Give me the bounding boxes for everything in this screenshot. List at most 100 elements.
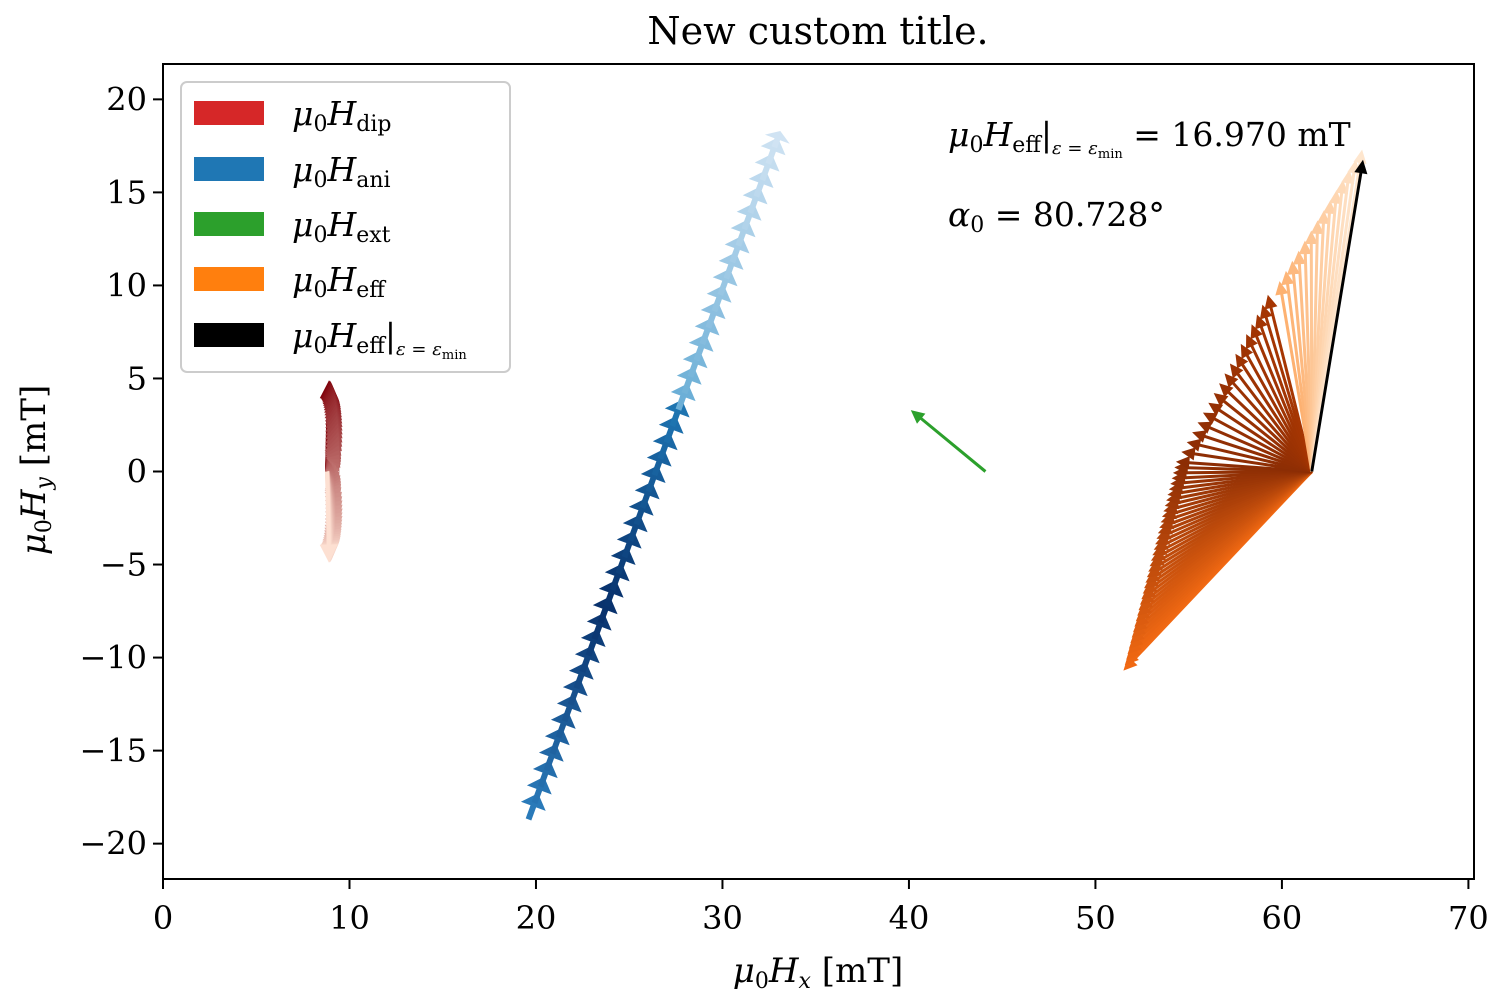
annotation-alpha: α0 = 80.728°	[948, 195, 1165, 238]
eff-arrow	[1208, 402, 1313, 473]
eff-arrow	[1275, 281, 1314, 472]
effmin-arrow	[1310, 159, 1368, 472]
ani-arrow	[562, 678, 588, 706]
y-tick-label: 15	[106, 173, 147, 211]
eff-arrow	[1304, 230, 1318, 472]
eff-arrow	[1264, 294, 1314, 472]
eff-arrow	[1213, 393, 1313, 473]
eff-arrow	[1181, 447, 1312, 473]
ani-arrow	[556, 694, 582, 723]
ani-arrow	[532, 760, 558, 788]
annotation-heff: μ0Heff|ε = εmin = 16.970 mT	[948, 115, 1351, 162]
ani-arrow	[538, 744, 564, 772]
annotation-alpha-value: = 80.728°	[984, 195, 1165, 234]
x-tick-label: 60	[1262, 899, 1303, 937]
eff-arrow	[1175, 456, 1312, 473]
ani-arrow	[730, 219, 756, 247]
legend-swatch-ani	[194, 157, 264, 181]
ani-arrow	[742, 186, 768, 214]
legend-label-eff: μ0Heff	[292, 260, 386, 303]
x-tick-label: 70	[1448, 899, 1489, 937]
ani-arrow	[622, 514, 648, 542]
eff-arrow	[1286, 260, 1314, 472]
ani-arrow	[616, 531, 642, 559]
x-tick-label: 0	[153, 899, 173, 937]
ani-arrow	[700, 301, 726, 329]
eff-arrow	[1192, 430, 1313, 473]
eff-arrow	[1197, 421, 1313, 473]
legend: μ0Hdip μ0Hani μ0Hext μ0Heff μ0Heff|ε = ε…	[180, 81, 511, 373]
dip-arrow	[319, 471, 338, 563]
legend-swatch-eff	[194, 267, 264, 291]
ani-arrow	[628, 498, 654, 526]
ani-arrow	[592, 596, 618, 624]
ani-arrow	[568, 662, 594, 690]
eff-arrow	[1259, 304, 1314, 472]
ext-arrow	[910, 410, 987, 473]
ani-arrow	[664, 399, 690, 428]
y-tick-label: −15	[79, 732, 147, 770]
legend-label-effmin: μ0Heff|ε = εmin	[292, 316, 467, 363]
ani-arrow	[586, 612, 612, 641]
plot-marks	[319, 131, 1368, 821]
eff-arrow	[1171, 470, 1312, 485]
ani-arrow	[764, 131, 790, 149]
legend-label-ani: μ0Hani	[292, 150, 391, 193]
ani-arrow	[688, 334, 714, 362]
ani-arrow	[694, 317, 720, 346]
ani-arrow	[676, 367, 702, 395]
legend-label-dip: μ0Hdip	[292, 94, 391, 137]
ani-arrow	[718, 252, 744, 280]
legend-swatch-ext	[194, 212, 264, 236]
x-tick-label: 20	[516, 899, 557, 937]
x-tick-label: 30	[702, 899, 743, 937]
x-tick-label: 50	[1075, 899, 1116, 937]
ani-arrow	[748, 170, 774, 198]
ani-arrow	[760, 137, 786, 165]
ani-arrow	[754, 153, 780, 182]
eff-arrow	[1170, 470, 1312, 490]
ani-arrow	[610, 547, 636, 575]
y-tick-label: 5	[127, 359, 147, 397]
ani-arrow	[646, 449, 672, 477]
x-tick-label: 10	[329, 899, 370, 937]
ani-arrow	[652, 432, 678, 460]
y-axis: −20 −15 −10 −5 0 5 10 15 20	[79, 80, 163, 863]
ani-arrow	[736, 203, 762, 231]
ani-arrow	[604, 563, 630, 591]
eff-arrow	[1219, 383, 1313, 473]
legend-frame	[180, 81, 511, 373]
ani-arrow	[670, 383, 696, 411]
ani-arrow	[706, 285, 732, 313]
eff-arrow	[1186, 438, 1313, 473]
y-tick-label: −20	[79, 825, 147, 863]
x-tick-label: 40	[889, 899, 930, 937]
legend-swatch-dip	[194, 101, 264, 125]
eff-arrow	[1224, 373, 1313, 473]
y-tick-label: −10	[79, 639, 147, 677]
y-tick-label: 0	[127, 453, 147, 491]
x-axis-label: μ0Hx [mT]	[733, 951, 903, 994]
chart-title: New custom title.	[647, 9, 988, 53]
ani-arrow	[520, 793, 546, 821]
ani-arrow	[550, 711, 576, 739]
ani-arrow	[682, 350, 708, 378]
eff-arrow	[1292, 250, 1314, 472]
y-axis-label: μ0Hy [mT]	[14, 385, 57, 555]
x-axis: 0 10 20 30 40 50 60 70	[153, 879, 1489, 937]
eff-arrow	[1281, 270, 1314, 472]
ani-arrow	[712, 268, 738, 296]
ani-arrow	[724, 235, 750, 264]
legend-label-ext: μ0Hext	[292, 205, 391, 248]
ani-arrow	[658, 416, 684, 444]
ani-arrow	[544, 727, 570, 755]
eff-arrow	[1235, 353, 1313, 473]
ani-arrow	[640, 465, 666, 493]
ani-arrow	[598, 580, 624, 608]
eff-arrow	[1229, 363, 1313, 473]
ani-arrow	[574, 645, 600, 673]
ani-arrow	[634, 481, 660, 509]
eff-arrow	[1240, 343, 1314, 473]
eff-arrow	[1298, 240, 1314, 472]
